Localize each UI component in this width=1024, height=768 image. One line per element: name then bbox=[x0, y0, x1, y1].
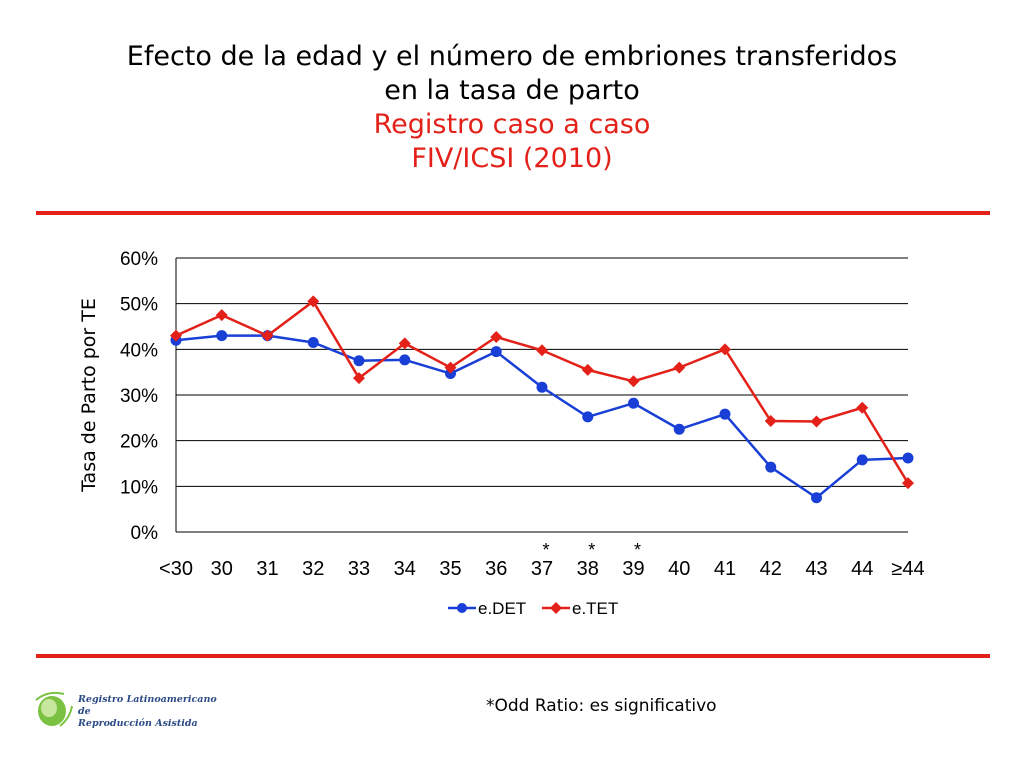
x-tick-label: ≥44 bbox=[891, 558, 924, 580]
data-point-etet bbox=[719, 343, 731, 356]
series-line-edet bbox=[175, 334, 909, 500]
y-tick-label: 30% bbox=[120, 386, 158, 407]
significance-asterisk: * bbox=[634, 540, 641, 560]
data-point-etet bbox=[536, 344, 548, 357]
legend-label-etet: e.TET bbox=[572, 599, 618, 618]
slide-subtitle-line-1: Registro caso a caso bbox=[373, 109, 651, 140]
top-divider bbox=[36, 211, 990, 215]
data-point-edet bbox=[719, 408, 731, 420]
legend-marker-edet bbox=[457, 603, 467, 613]
y-tick-label: 40% bbox=[120, 340, 158, 361]
significance-asterisk: * bbox=[542, 540, 549, 560]
registry-logo-text: Registro Latinoamericano de Reproducción… bbox=[78, 694, 230, 730]
data-point-etet bbox=[810, 415, 823, 428]
data-point-edet bbox=[582, 411, 594, 423]
data-point-edet bbox=[628, 397, 639, 409]
x-tick-label: 32 bbox=[302, 558, 324, 580]
registry-logo-line-2: Reproducción Asistida bbox=[78, 718, 198, 729]
slide-title-block: Efecto de la edad y el número de embrion… bbox=[0, 40, 1024, 176]
data-point-edet bbox=[216, 330, 228, 342]
y-axis-label: Tasa de Parto por TE bbox=[78, 298, 100, 492]
data-point-edet bbox=[353, 355, 365, 367]
line-chart: 0% 10% 20% 30% 40% 50% 60% <30 30 31 32 33 34 35 36 37 3… bbox=[120, 249, 925, 618]
data-point-etet bbox=[170, 329, 182, 342]
x-tick-label: 38 bbox=[577, 558, 599, 580]
data-point-etet bbox=[581, 363, 594, 376]
y-tick-label: 60% bbox=[120, 249, 158, 270]
data-point-edet bbox=[673, 423, 685, 435]
y-tick-label: 10% bbox=[120, 477, 158, 498]
x-tick-label: 40 bbox=[668, 558, 690, 580]
slide-subtitle-line-2: FIV/ICSI (2010) bbox=[411, 143, 613, 174]
data-point-edet bbox=[399, 354, 411, 366]
y-tick-label: 0% bbox=[131, 523, 159, 544]
data-point-edet bbox=[307, 336, 319, 348]
x-tick-label: 34 bbox=[394, 558, 416, 580]
registry-logo-line-1: Registro Latinoamericano de bbox=[78, 694, 217, 717]
slide-title-line-1: Efecto de la edad y el número de embrion… bbox=[126, 41, 898, 72]
data-point-etet bbox=[307, 295, 320, 308]
data-point-etet bbox=[764, 415, 777, 428]
data-point-edet bbox=[856, 454, 868, 466]
legend-marker-etet bbox=[550, 602, 562, 614]
significance-asterisk: * bbox=[588, 540, 595, 560]
data-point-etet bbox=[673, 361, 686, 374]
x-tick-label: 39 bbox=[622, 558, 644, 580]
y-tick-label: 20% bbox=[120, 432, 158, 453]
data-point-edet bbox=[490, 346, 502, 358]
data-point-edet bbox=[536, 381, 548, 393]
x-tick-label: 36 bbox=[485, 558, 507, 580]
x-tick-label: 31 bbox=[256, 558, 278, 580]
data-point-etet bbox=[490, 331, 503, 344]
x-tick-label: 42 bbox=[760, 558, 782, 580]
slide-title-line-2: en la tasa de parto bbox=[384, 75, 640, 106]
footnote: *Odd Ratio: es significativo bbox=[486, 696, 717, 716]
data-point-etet bbox=[215, 309, 228, 322]
data-point-etet bbox=[902, 477, 914, 490]
data-point-edet bbox=[902, 452, 914, 464]
x-tick-label: 37 bbox=[531, 558, 553, 580]
data-point-etet bbox=[261, 329, 274, 342]
x-tick-label: 33 bbox=[348, 558, 370, 580]
x-tick-label: 35 bbox=[439, 558, 461, 580]
registry-logo: Registro Latinoamericano de Reproducción… bbox=[30, 688, 230, 730]
registry-logo-icon bbox=[35, 691, 73, 727]
y-tick-label: 50% bbox=[120, 295, 158, 316]
data-point-etet bbox=[353, 372, 365, 385]
data-point-etet bbox=[398, 337, 411, 350]
legend-label-edet: e.DET bbox=[478, 599, 526, 618]
x-tick-label: 43 bbox=[805, 558, 827, 580]
data-point-edet bbox=[765, 461, 777, 473]
x-tick-label: 41 bbox=[714, 558, 736, 580]
data-point-etet bbox=[444, 361, 457, 374]
data-point-etet bbox=[856, 401, 869, 414]
bottom-divider bbox=[36, 654, 990, 658]
data-point-etet bbox=[627, 375, 640, 388]
x-tick-label: 44 bbox=[851, 558, 873, 580]
data-point-edet bbox=[811, 492, 822, 504]
x-tick-label: 30 bbox=[211, 558, 233, 580]
x-tick-label: <30 bbox=[159, 558, 193, 580]
